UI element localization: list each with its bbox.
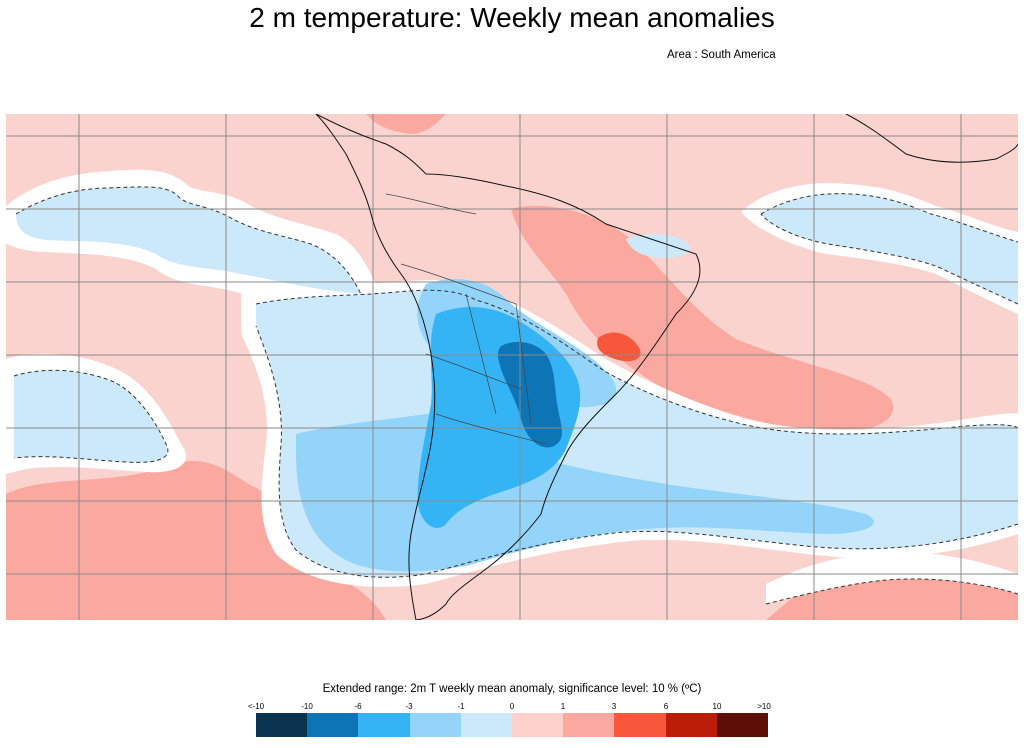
legend-swatch <box>563 713 615 737</box>
cold-area-pacific-west <box>14 370 168 463</box>
significance-contours <box>13 186 1018 605</box>
legend-label: -6 <box>354 702 362 711</box>
legend-label: 1 <box>560 702 566 711</box>
legend-swatch <box>512 713 564 737</box>
legend-swatch <box>409 713 461 737</box>
anomaly-map <box>6 114 1018 620</box>
legend-label: -10 <box>301 702 313 711</box>
legend-label: -1 <box>457 702 465 711</box>
legend-labels: <-10 -10 -6 -3 -1 0 1 3 6 10 >10 <box>248 702 771 714</box>
map-gridlines <box>6 114 1018 620</box>
warm-area-caribbean <box>366 114 446 134</box>
legend-label: >10 <box>757 702 771 711</box>
legend-swatch <box>665 713 717 737</box>
cold-area-north-pacific <box>16 186 361 294</box>
area-label: Area : South America <box>667 49 776 61</box>
legend-label: 10 <box>712 702 722 711</box>
legend-label: 3 <box>611 702 617 711</box>
legend-label: <-10 <box>247 702 265 711</box>
legend-label: 6 <box>663 702 669 711</box>
legend-swatch <box>358 713 410 737</box>
chart-title: 2 m temperature: Weekly mean anomalies <box>249 2 775 33</box>
cold-area-caribbean <box>626 234 690 258</box>
cold-area-very-strong <box>497 341 562 448</box>
warm-area-hot-spot <box>597 332 641 362</box>
legend-label: 0 <box>509 702 515 711</box>
country-borders <box>385 193 547 445</box>
legend-title: Extended range: 2m T weekly mean anomaly… <box>322 683 702 695</box>
insignificant-zone-south-atlantic <box>766 551 1018 604</box>
cold-area-north-atlantic <box>761 193 1018 304</box>
legend-swatch <box>307 713 359 737</box>
legend-color-bar <box>256 713 769 737</box>
warm-area-brazil <box>511 205 894 432</box>
coastlines <box>315 114 1018 620</box>
legend-swatch <box>256 713 308 737</box>
legend-label: -3 <box>405 702 413 711</box>
legend-swatch <box>614 713 666 737</box>
legend-swatch <box>460 713 513 737</box>
legend-swatch <box>716 713 769 737</box>
